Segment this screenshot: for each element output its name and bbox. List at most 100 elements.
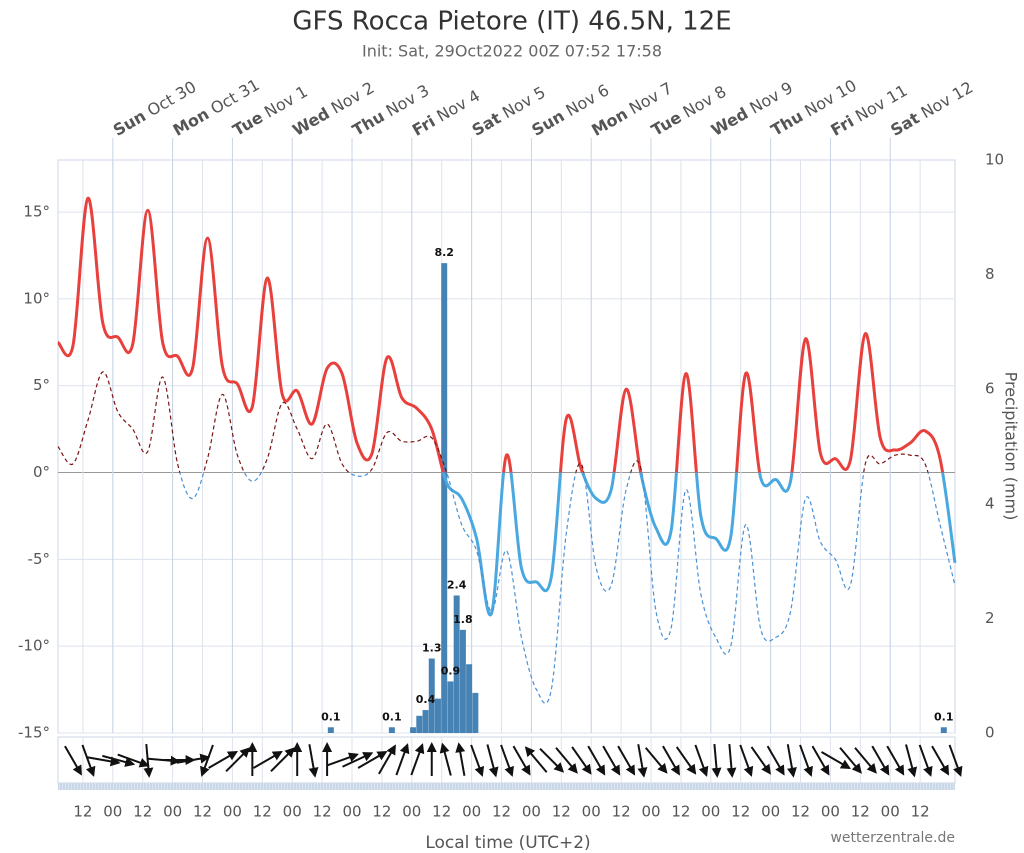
wind-arrow [225, 747, 251, 773]
wind-arrow [439, 742, 452, 776]
x-tick-label: 12 [193, 803, 212, 821]
x-tick-label: 00 [223, 803, 242, 821]
wind-arrow [470, 744, 485, 777]
wind-arrow [378, 744, 396, 775]
wind-arrow [905, 744, 918, 778]
precip-bar [410, 727, 417, 733]
y-tick-label: 15° [23, 203, 50, 221]
wind-arrow [931, 745, 950, 776]
precip-label: 1.8 [453, 613, 473, 626]
x-tick-label: 00 [522, 803, 541, 821]
precip-bar [428, 658, 435, 733]
wind-arrow [395, 743, 410, 776]
wind-arrow [200, 744, 214, 777]
wind-arrow [644, 747, 668, 774]
wind-arrow [410, 743, 425, 776]
x-tick-label: 12 [133, 803, 152, 821]
wind-arrow [524, 746, 548, 773]
wind-arrow [270, 747, 295, 773]
x-tick-label: 00 [163, 803, 182, 821]
y-tick-label: 10° [23, 289, 50, 307]
precip-bar [388, 727, 395, 733]
precip-bar [453, 595, 460, 733]
x-tick-label: 00 [821, 803, 840, 821]
x-tick-label: 00 [881, 803, 900, 821]
precip-label: 0.9 [441, 664, 461, 677]
wind-arrow [739, 744, 754, 777]
wind-arrow [512, 745, 531, 776]
wind-arrow [86, 756, 121, 767]
y2-tick-label: 4 [985, 494, 995, 512]
wind-arrow [117, 753, 150, 768]
precip-bar [434, 698, 441, 733]
wind-arrow [308, 744, 319, 778]
x-tick-label: 12 [911, 803, 930, 821]
wind-arrow [102, 754, 136, 767]
precip-bar [441, 263, 448, 733]
temperature-line [56, 196, 957, 617]
wind-arrow [711, 743, 722, 778]
x-tick-label: 12 [791, 803, 810, 821]
x-tick-label: 00 [582, 803, 601, 821]
x-tick-label: 12 [552, 803, 571, 821]
precip-label: 8.2 [434, 246, 454, 259]
plot-area [57, 159, 956, 734]
wind-arrow [871, 745, 890, 776]
wind-arrow [675, 746, 697, 775]
x-tick-label: 00 [402, 803, 421, 821]
precip-bar [472, 692, 479, 733]
wind-arrow [766, 745, 785, 776]
wind-arrow [799, 744, 813, 777]
x-axis-label: Local time (UTC+2) [425, 833, 590, 853]
dewpoint-line [57, 371, 956, 704]
data [56, 196, 963, 778]
wind-arrow [602, 745, 621, 776]
x-tick-label: 12 [73, 803, 92, 821]
y2-tick-label: 2 [985, 609, 995, 627]
strip-hatch [58, 783, 955, 790]
precip-bar [327, 727, 334, 733]
y2-tick-label: 10 [985, 151, 1004, 169]
y-tick-label: -5° [28, 550, 50, 568]
x-tick-label: 12 [851, 803, 870, 821]
precip-bar [422, 710, 429, 733]
precip-label: 1.3 [422, 642, 442, 655]
y2-axis-label: Precipitation (mm) [1002, 372, 1021, 521]
x-tick-label: 12 [731, 803, 750, 821]
y-tick-label: 0° [33, 463, 50, 481]
wind-arrow [342, 752, 374, 768]
x-tick-label: 00 [641, 803, 660, 821]
wind-arrow [500, 744, 514, 777]
x-tick-label: 12 [612, 803, 631, 821]
wind-arrow [486, 744, 499, 778]
wind-arrow [662, 745, 680, 776]
x-tick-label: 00 [761, 803, 780, 821]
wind-arrow [64, 745, 82, 776]
wind-arrow [357, 750, 388, 769]
wind-arrow [726, 743, 737, 778]
precip-label: 0.1 [382, 710, 402, 723]
wind-arrow [455, 742, 466, 776]
x-tick-label: 00 [462, 803, 481, 821]
precip-bar [466, 664, 473, 733]
x-tick-label: 12 [671, 803, 690, 821]
wind-arrow [617, 745, 636, 776]
wind-arrow [750, 746, 771, 775]
precip-label: 0.1 [934, 710, 954, 723]
wind-arrow [854, 747, 877, 774]
y2-tick-label: 0 [985, 724, 995, 742]
wind-arrow [555, 747, 578, 774]
x-tick-label: 12 [492, 803, 511, 821]
wind-arrow [252, 751, 283, 769]
precip-label: 0.1 [321, 710, 341, 723]
x-tick-label: 12 [253, 803, 272, 821]
y-tick-label: -15° [18, 724, 50, 742]
wind-arrow [948, 744, 963, 777]
x-tick-label: 00 [283, 803, 302, 821]
precip-bar [447, 681, 454, 733]
wind-arrow [587, 745, 606, 776]
x-tick-label: 00 [103, 803, 122, 821]
wind-arrow [637, 744, 648, 778]
wind-arrow [326, 752, 359, 767]
